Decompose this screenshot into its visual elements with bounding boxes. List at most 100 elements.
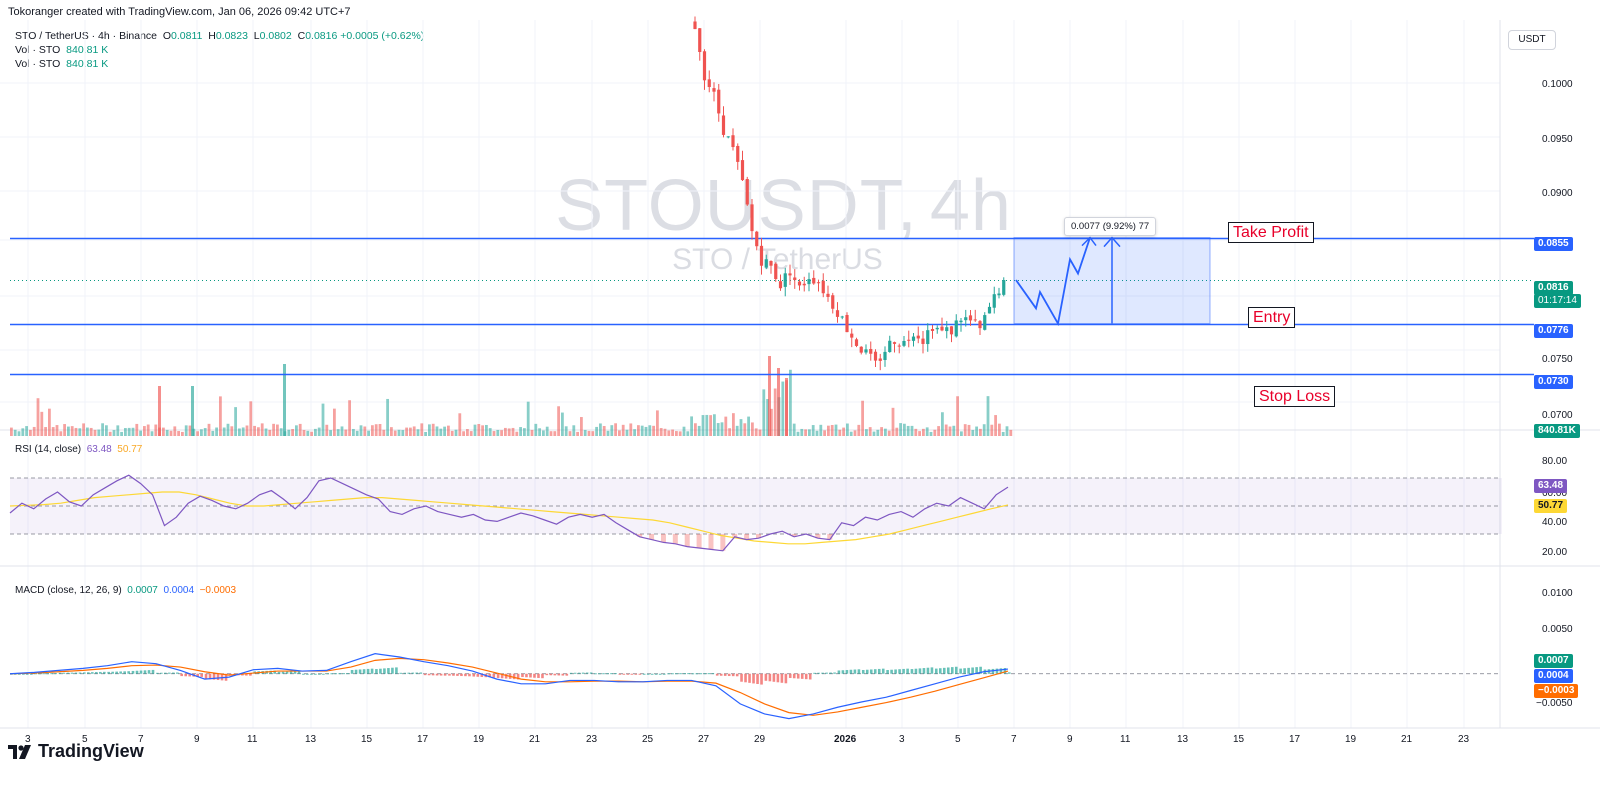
volume-bar	[648, 425, 652, 436]
volume-bar	[903, 423, 906, 436]
macd-histogram-bar	[768, 673, 772, 682]
macd-histogram-bar	[975, 667, 978, 674]
candle-body	[778, 281, 783, 289]
candle-body	[878, 358, 882, 361]
macd-histogram-bar	[841, 670, 845, 674]
volume-bar	[424, 431, 427, 436]
macd-histogram-bar	[817, 672, 820, 674]
volume-bar	[819, 424, 823, 436]
macd-histogram-bar	[735, 673, 739, 677]
volume-bar	[614, 423, 617, 436]
tradingview-logo[interactable]: TradingView	[8, 741, 144, 762]
candle-body	[926, 330, 930, 345]
candle-body	[997, 293, 1001, 296]
volume-bar	[553, 431, 557, 436]
level-lines	[10, 237, 1534, 376]
volume-bar	[899, 423, 902, 436]
time-tick: 13	[1177, 734, 1189, 745]
currency-button[interactable]: USDT	[1508, 30, 1556, 50]
volume-bar	[184, 425, 188, 436]
macd-histogram-bar	[788, 673, 792, 678]
volume-bar	[443, 426, 446, 436]
volume-bar	[382, 429, 386, 436]
stop-loss-annotation[interactable]: Stop Loss	[1254, 386, 1336, 407]
candle-body	[959, 320, 963, 323]
macd-histogram-bar	[160, 672, 163, 674]
macd-histogram-bar	[139, 670, 143, 674]
volume-bar	[51, 427, 55, 436]
candle-body	[821, 280, 825, 294]
volume-bar	[325, 424, 329, 436]
volume-bar	[450, 430, 454, 436]
volume-bar	[405, 427, 408, 436]
candle-body	[892, 342, 897, 344]
macd-histogram-bar	[480, 673, 484, 677]
candle-body	[731, 135, 735, 148]
macd-histogram-bar	[995, 668, 999, 674]
macd-histogram-bar	[658, 673, 662, 675]
ohlc-open: O0.0811	[162, 30, 203, 42]
macd-histogram-bar	[379, 668, 382, 674]
macd-histogram-bar	[156, 672, 159, 674]
macd-histogram-bar	[764, 673, 768, 681]
time-tick: 2026	[834, 734, 857, 745]
volume-bar	[158, 386, 161, 436]
macd-tick: −0.0050	[1536, 698, 1573, 709]
candle-body	[802, 283, 806, 286]
candle-body	[831, 295, 835, 309]
macd-histogram-bar	[711, 673, 715, 675]
volume-bar	[823, 430, 826, 436]
time-tick: 7	[1011, 734, 1017, 745]
macd-histogram-bar	[448, 673, 451, 676]
candle-body	[949, 326, 954, 335]
volume-bar	[431, 423, 435, 436]
stop-loss-price-label: 0.0730	[1534, 375, 1573, 389]
macd-histogram-bar	[691, 673, 695, 675]
volume-bar	[834, 424, 838, 436]
volume-bar	[561, 412, 564, 436]
volume-legend-2[interactable]: Vol · STO 840.81 K	[15, 58, 109, 70]
volume-bar	[439, 428, 443, 436]
time-tick: 3	[899, 734, 905, 745]
macd-histogram-bar	[829, 672, 832, 674]
volume-bar	[918, 431, 921, 436]
macd-histogram-bar	[318, 673, 321, 675]
volume-bar	[891, 407, 895, 436]
macd-histogram-bar	[366, 668, 370, 674]
macd-histogram-bar	[407, 672, 411, 674]
macd-histogram-bar	[707, 673, 711, 675]
macd-histogram-bar	[504, 673, 508, 679]
volume-bar	[713, 414, 716, 436]
macd-histogram-bar	[930, 667, 934, 674]
macd-histogram-bar	[634, 673, 638, 675]
volume-bar	[249, 401, 253, 436]
volume-bar	[17, 431, 21, 436]
take-profit-annotation[interactable]: Take Profit	[1228, 222, 1314, 243]
macd-legend[interactable]: MACD (close, 12, 26, 9) 0.0007 0.0004 −0…	[15, 585, 237, 596]
volume-bar	[257, 427, 260, 436]
macd-histogram-bar	[703, 673, 707, 675]
volume-bar	[587, 430, 591, 436]
candle-body	[740, 160, 745, 181]
macd-histogram-bar	[95, 672, 98, 674]
volume-legend-1[interactable]: Vol · STO 840.81 K	[15, 44, 109, 56]
symbol-legend[interactable]: STO / TetherUS · 4h · Binance O0.0811 H0…	[15, 30, 424, 42]
volume-bar	[1005, 426, 1009, 436]
volume-bar	[48, 408, 51, 436]
macd-histogram-bar	[934, 668, 938, 674]
symbol-name: STO / TetherUS · 4h · Binance	[15, 30, 158, 42]
volume-bar	[804, 429, 807, 436]
volume-bar	[200, 429, 203, 436]
volume-bar	[340, 426, 344, 436]
entry-annotation[interactable]: Entry	[1248, 307, 1296, 328]
macd-histogram-bar	[30, 673, 33, 675]
rsi-legend[interactable]: RSI (14, close) 63.48 50.77	[15, 444, 143, 455]
volume-bar	[979, 428, 982, 436]
rsi-tick: 40.00	[1542, 517, 1568, 528]
volume-bar	[724, 416, 728, 436]
macd-histogram-bar	[1003, 668, 1007, 674]
volume-bar	[86, 427, 89, 436]
volume-bar	[880, 427, 883, 436]
macd-histogram-bar	[646, 673, 650, 675]
